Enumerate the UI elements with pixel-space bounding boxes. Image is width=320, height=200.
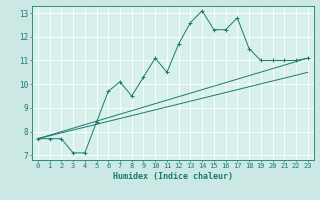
X-axis label: Humidex (Indice chaleur): Humidex (Indice chaleur): [113, 172, 233, 181]
